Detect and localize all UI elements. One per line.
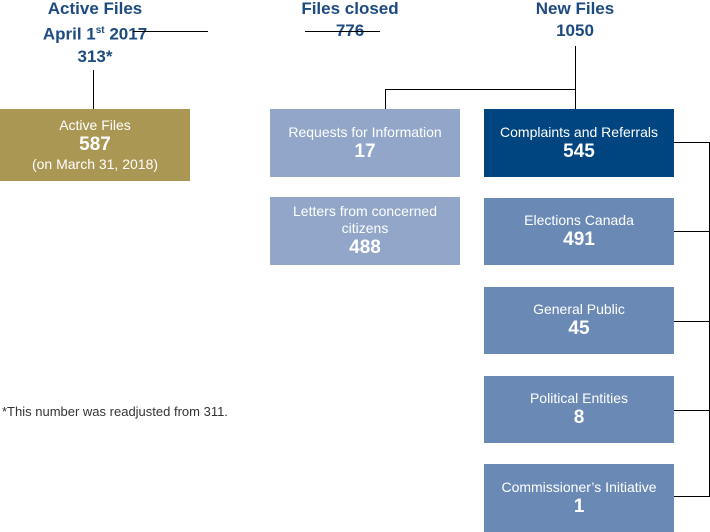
box-value: 491 xyxy=(563,229,595,250)
box-value: 45 xyxy=(568,318,590,339)
header-label: New Files xyxy=(535,0,615,18)
connector xyxy=(385,89,387,109)
commissioners-initiative-box: Commissioner’s Initiative 1 xyxy=(484,464,674,532)
connector xyxy=(133,31,208,33)
header-date: April 1st 2017 xyxy=(0,20,190,46)
general-public-box: General Public 45 xyxy=(484,287,674,354)
box-label: Elections Canada xyxy=(524,212,634,228)
letters-box: Letters from concerned citizens 488 xyxy=(270,197,460,265)
box-label: Active Files xyxy=(59,117,131,133)
requests-box: Requests for Information 17 xyxy=(270,109,460,177)
box-value: 8 xyxy=(573,407,585,428)
connector xyxy=(93,70,95,109)
elections-canada-box: Elections Canada 491 xyxy=(484,198,674,265)
box-label: Letters from concerned citizens xyxy=(293,203,437,236)
box-value: 587 xyxy=(79,134,111,155)
box-value: 1 xyxy=(573,495,585,517)
connector xyxy=(674,142,710,144)
files-closed-header: Files closed 776 xyxy=(280,0,420,42)
connector xyxy=(708,142,710,497)
box-label: General Public xyxy=(533,301,625,317)
box-label: Commissioner’s Initiative xyxy=(501,478,657,495)
date-text: April 1 xyxy=(42,24,96,44)
connector xyxy=(674,231,710,233)
active-files-end-box: Active Files 587 (on March 31, 2018) xyxy=(0,109,190,181)
box-value: 17 xyxy=(354,140,376,162)
connector xyxy=(305,31,380,33)
political-entities-box: Political Entities 8 xyxy=(484,376,674,443)
box-label: Requests for Information xyxy=(288,123,442,140)
header-value: 313* xyxy=(77,46,113,66)
box-note: (on March 31, 2018) xyxy=(31,156,159,172)
box-value: 545 xyxy=(563,140,595,162)
box-label: Complaints and Referrals xyxy=(500,123,658,140)
connector xyxy=(674,496,710,498)
header-value: 1050 xyxy=(556,21,594,40)
header-label: Files closed xyxy=(301,0,399,18)
box-value: 488 xyxy=(349,237,381,258)
connector xyxy=(674,321,710,323)
date-suffix: st xyxy=(95,25,105,36)
complaints-box: Complaints and Referrals 545 xyxy=(484,109,674,177)
connector xyxy=(674,410,710,412)
footnote: *This number was readjusted from 311. xyxy=(2,404,228,419)
connector xyxy=(385,89,576,91)
box-label: Political Entities xyxy=(529,390,629,406)
new-files-header: New Files 1050 xyxy=(505,0,645,42)
connector xyxy=(575,46,577,109)
header-label: Active Files xyxy=(47,0,143,18)
header-value: 776 xyxy=(335,21,365,40)
date-year: 2017 xyxy=(104,24,148,44)
active-files-start-header: Active Files April 1st 2017 313* xyxy=(0,0,190,68)
